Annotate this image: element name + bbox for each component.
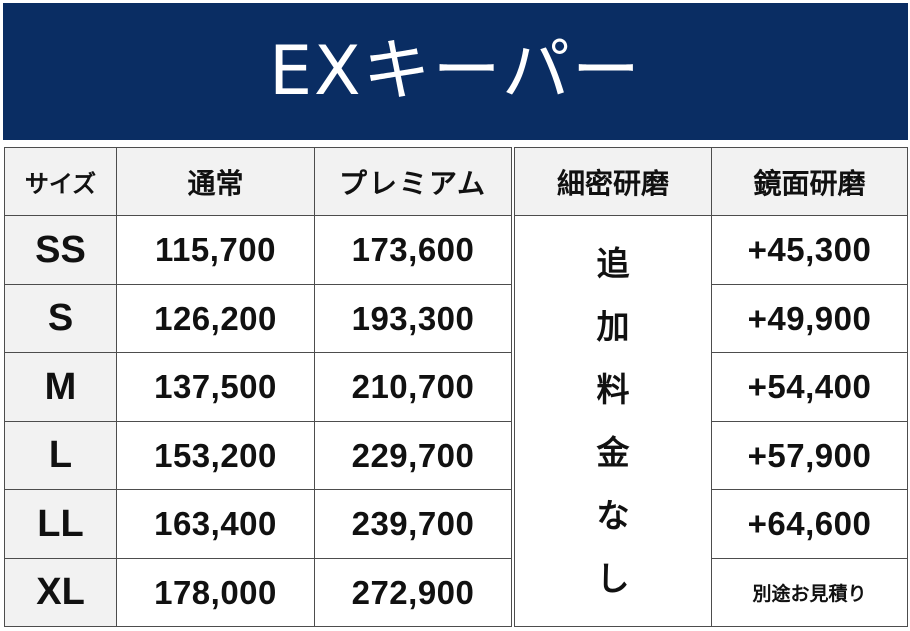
price-mirror-xl-quote: 別途お見積り (711, 558, 908, 627)
price-premium-ll: 239,700 (314, 489, 512, 559)
header-mirror-polish: 鏡面研磨 (711, 147, 908, 216)
size-cell-ll: LL (4, 489, 117, 559)
note-char: な (596, 496, 630, 535)
note-char: 料 (596, 370, 630, 409)
size-cell-l: L (4, 421, 117, 490)
price-premium-s: 193,300 (314, 284, 512, 353)
note-char: 加 (596, 307, 630, 346)
size-cell-ss: SS (4, 215, 117, 285)
header-size: サイズ (4, 147, 117, 216)
price-standard-ss: 115,700 (116, 215, 315, 285)
price-premium-l: 229,700 (314, 421, 512, 490)
price-standard-xl: 178,000 (116, 558, 315, 627)
price-mirror-s: +49,900 (711, 284, 908, 353)
title-banner: EXキーパー (3, 3, 908, 140)
price-premium-ss: 173,600 (314, 215, 512, 285)
price-standard-m: 137,500 (116, 352, 315, 422)
fine-polish-no-extra-charge: 追 加 料 金 な し (514, 215, 712, 627)
price-premium-m: 210,700 (314, 352, 512, 422)
page-title: EXキーパー (269, 31, 642, 111)
header-fine-polish: 細密研磨 (514, 147, 712, 216)
size-cell-s: S (4, 284, 117, 353)
header-premium: プレミアム (314, 147, 512, 216)
price-premium-xl: 272,900 (314, 558, 512, 627)
price-mirror-ss: +45,300 (711, 215, 908, 285)
price-mirror-m: +54,400 (711, 352, 908, 422)
price-standard-ll: 163,400 (116, 489, 315, 559)
note-char: 金 (596, 433, 630, 472)
price-mirror-ll: +64,600 (711, 489, 908, 559)
note-char: し (596, 559, 630, 598)
size-cell-m: M (4, 352, 117, 422)
price-mirror-l: +57,900 (711, 421, 908, 490)
header-standard: 通常 (116, 147, 315, 216)
size-cell-xl: XL (4, 558, 117, 627)
price-standard-s: 126,200 (116, 284, 315, 353)
price-standard-l: 153,200 (116, 421, 315, 490)
note-char: 追 (596, 244, 630, 283)
